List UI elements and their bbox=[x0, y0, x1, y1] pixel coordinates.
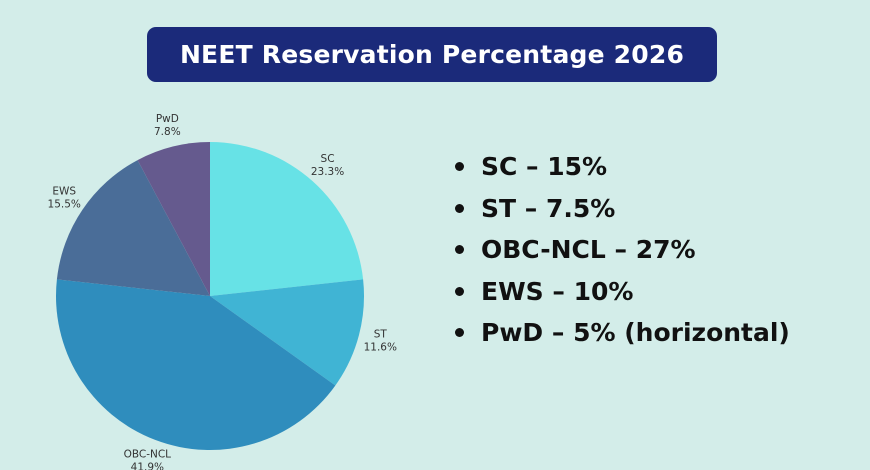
list-item: ST – 7.5% bbox=[455, 188, 790, 230]
pie-slice-st bbox=[210, 279, 364, 386]
list-item-text: ST – 7.5% bbox=[481, 193, 616, 223]
list-item-text: SC – 15% bbox=[481, 152, 608, 181]
pie-slice-ews bbox=[56, 160, 210, 296]
bullet-icon bbox=[455, 203, 464, 213]
pie-slice-pwd bbox=[137, 142, 210, 296]
list-item-text: PwD – 5% (horizontal) bbox=[481, 318, 790, 347]
slice-label: OBC-NCL bbox=[124, 448, 172, 460]
list-item: PwD – 5% (horizontal) bbox=[455, 312, 790, 354]
bullet-icon bbox=[455, 162, 464, 172]
bullet-icon bbox=[455, 328, 464, 338]
slice-label: SC bbox=[321, 153, 335, 165]
list-item-text: OBC-NCL – 27% bbox=[481, 235, 696, 264]
slice-label: ST bbox=[374, 329, 388, 341]
slice-label: EWS bbox=[52, 185, 76, 197]
list-item: EWS – 10% bbox=[455, 271, 790, 313]
title-banner: NEET Reservation Percentage 2026 bbox=[147, 27, 717, 82]
page-title: NEET Reservation Percentage 2026 bbox=[179, 40, 685, 69]
slice-value-label: 11.6% bbox=[364, 342, 397, 354]
slice-label: PwD bbox=[156, 113, 179, 125]
pie-slice-sc bbox=[210, 142, 364, 296]
slice-value-label: 23.3% bbox=[311, 166, 344, 178]
bullet-icon bbox=[455, 245, 464, 255]
list-item-text: EWS – 10% bbox=[481, 276, 634, 306]
reservation-list: SC – 15% ST – 7.5% OBC-NCL – 27% EWS – 1… bbox=[455, 146, 790, 354]
slice-value-label: 7.8% bbox=[154, 126, 181, 138]
slice-value-label: 15.5% bbox=[48, 198, 81, 210]
list-item: OBC-NCL – 27% bbox=[455, 229, 790, 271]
pie-slice-obc-ncl bbox=[56, 279, 336, 450]
slice-value-label: 41.9% bbox=[131, 461, 164, 470]
bullet-icon bbox=[455, 286, 464, 296]
list-item: SC – 15% bbox=[455, 146, 790, 188]
